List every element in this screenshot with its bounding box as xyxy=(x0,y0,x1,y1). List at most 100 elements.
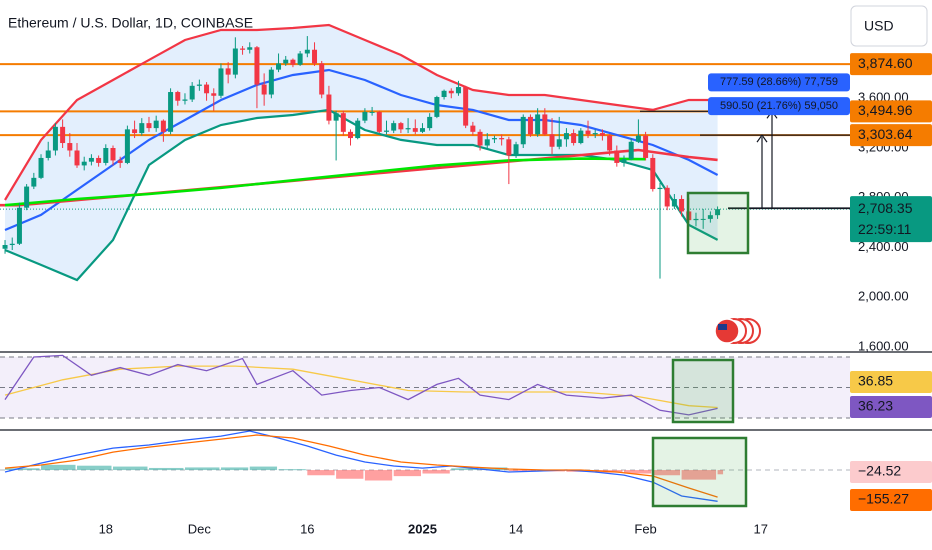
candle-body xyxy=(405,128,411,130)
candle-body xyxy=(38,157,44,178)
candle-body xyxy=(319,63,325,95)
candle-body xyxy=(16,207,22,244)
countdown-label: 22:59:11 xyxy=(858,221,912,237)
x-tick-label: 16 xyxy=(300,521,314,536)
candle-body xyxy=(247,47,253,50)
macd-bar xyxy=(112,466,148,471)
measure-box xyxy=(708,97,850,116)
candle-body xyxy=(139,123,145,134)
price-tag-label: 2,708.35 xyxy=(858,200,913,216)
bollinger-upper xyxy=(4,23,718,201)
candle-body xyxy=(563,133,569,140)
candle-body xyxy=(679,198,685,212)
candle-body xyxy=(297,53,303,65)
macd-bar xyxy=(422,470,450,474)
candle-body xyxy=(499,138,505,140)
candle-body xyxy=(585,130,591,135)
macd-bar xyxy=(77,465,112,471)
candle-body xyxy=(527,116,533,135)
candle-body xyxy=(110,148,116,161)
price-tag-label: 36.23 xyxy=(858,398,893,414)
candle-body xyxy=(419,128,425,132)
candle-body xyxy=(348,131,354,139)
x-tick-label: 17 xyxy=(754,521,768,536)
macd-bar xyxy=(184,467,220,471)
drawing-box xyxy=(686,191,750,255)
price-tag-label: −24.52 xyxy=(858,463,901,479)
macd-bar xyxy=(681,470,717,480)
macd-bar xyxy=(278,469,306,471)
candle-body xyxy=(506,139,512,156)
candle-body xyxy=(398,123,404,130)
candle-body xyxy=(491,138,497,140)
main-layer xyxy=(0,23,850,502)
candle-body xyxy=(304,49,310,54)
macd-bar xyxy=(652,470,681,476)
candle-body xyxy=(628,141,634,160)
macd-bar xyxy=(148,467,184,471)
candle-body xyxy=(376,111,382,132)
candle-body xyxy=(657,187,663,190)
candle-body xyxy=(290,59,296,65)
flag-canton xyxy=(718,324,727,330)
macd-bar xyxy=(364,470,393,481)
candle-body xyxy=(196,84,202,86)
price-tag xyxy=(850,196,932,243)
x-tick-label: 18 xyxy=(99,521,113,536)
candle-body xyxy=(470,125,476,132)
currency-label: USD xyxy=(864,18,894,34)
candle-body xyxy=(74,150,80,166)
x-tick-label: 14 xyxy=(509,521,523,536)
candle-body xyxy=(383,130,389,132)
measure-box xyxy=(708,73,850,92)
candle-body xyxy=(621,159,627,163)
price-tag-label: 3,303.64 xyxy=(858,126,913,142)
price-tag-label: −155.27 xyxy=(858,491,909,507)
candle-body xyxy=(412,128,418,132)
currency-button[interactable] xyxy=(850,5,928,47)
candle-body xyxy=(254,47,260,85)
candle-body xyxy=(599,133,605,136)
macd-bar xyxy=(41,464,76,471)
candle-body xyxy=(24,186,30,208)
candle-body xyxy=(707,215,713,219)
candle-body xyxy=(427,116,433,129)
macd-bar xyxy=(5,468,40,471)
price-tag-label: 3,874.60 xyxy=(858,55,913,71)
event-flags[interactable] xyxy=(714,318,761,344)
candle-body xyxy=(520,116,526,145)
candle-body xyxy=(268,69,274,95)
candle-body xyxy=(232,48,238,75)
candle-body xyxy=(182,99,188,101)
candle-body xyxy=(340,113,346,132)
price-tag xyxy=(850,100,932,123)
macd-bar xyxy=(220,467,249,471)
candle-body xyxy=(355,120,361,139)
candle-body xyxy=(146,123,152,129)
candle-body xyxy=(225,68,231,75)
candle-body xyxy=(52,126,58,151)
candle-body xyxy=(9,243,15,246)
candle-body xyxy=(434,97,440,117)
candle-body xyxy=(542,114,548,135)
candle-body xyxy=(153,120,159,129)
x-tick-label: Feb xyxy=(634,521,656,536)
candle-body xyxy=(96,157,102,163)
candle-body xyxy=(671,198,677,207)
drawing-box xyxy=(651,436,748,508)
candle-body xyxy=(326,94,332,121)
price-tag xyxy=(850,396,932,418)
candle-body xyxy=(549,134,555,147)
drawing-box xyxy=(671,358,735,424)
candle-body xyxy=(81,161,87,166)
price-tag xyxy=(850,124,932,147)
candle-body xyxy=(643,135,649,158)
chart-title: Ethereum / U.S. Dollar, 1D, COINBASE xyxy=(8,15,253,31)
candle-body xyxy=(693,218,699,221)
candle-body xyxy=(333,113,339,121)
candle-body xyxy=(45,150,51,158)
candle-body xyxy=(189,85,195,100)
y-tick-label: 2,000.00 xyxy=(858,289,909,304)
moving-average xyxy=(4,157,646,207)
